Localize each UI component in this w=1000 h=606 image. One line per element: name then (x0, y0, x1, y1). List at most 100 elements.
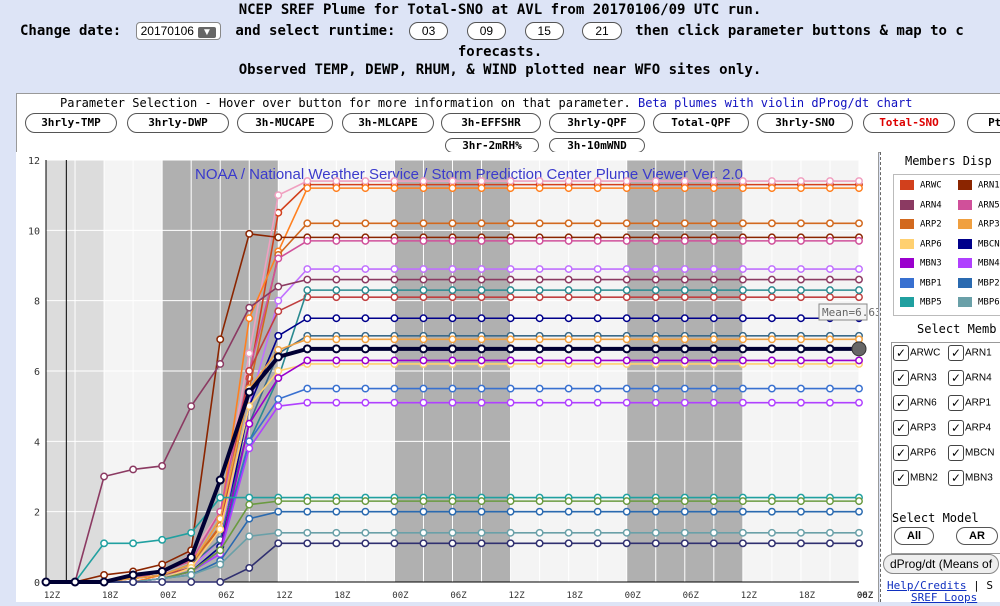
help-credits-link[interactable]: Help/Credits (887, 579, 967, 592)
member-point (390, 184, 399, 193)
member-point (245, 303, 254, 312)
link-separator: | S (973, 579, 993, 592)
member-point (361, 177, 370, 186)
member-point (826, 275, 834, 284)
member-point (593, 293, 602, 302)
member-point (855, 219, 863, 228)
all-button[interactable]: All (894, 527, 935, 545)
member-checkbox[interactable]: ✓ ARN4 (948, 370, 992, 386)
member-point (680, 507, 689, 516)
beta-plumes-link[interactable]: Beta plumes with violin dProg/dt chart (637, 96, 913, 110)
member-point (564, 236, 573, 245)
member-checkbox-label: ARN4 (965, 372, 992, 384)
member-checkbox-label: ARP6 (910, 447, 937, 459)
member-point (535, 497, 544, 506)
member-point (796, 286, 805, 295)
member-point (651, 384, 660, 393)
member-point (303, 275, 312, 284)
param-button-3hrly-tmp[interactable]: 3hrly-TMP (25, 113, 117, 133)
member-point (651, 177, 660, 186)
param-button-total-qpf[interactable]: Total-QPF (653, 113, 749, 133)
member-point (245, 229, 254, 238)
param-button-3hrly-dwp[interactable]: 3hrly-DWP (127, 113, 229, 133)
x-tick-label: 00Z (857, 591, 874, 601)
member-point (564, 539, 573, 548)
member-point (855, 539, 863, 548)
member-point (826, 398, 834, 407)
member-checkbox-label: MBN2 (910, 472, 938, 484)
member-point (448, 398, 457, 407)
member-point (332, 335, 341, 344)
member-point (390, 335, 399, 344)
member-point (767, 507, 776, 516)
chevron-down-icon: ▼ (197, 27, 216, 38)
member-point (564, 219, 573, 228)
member-point (274, 345, 283, 354)
member-checkbox[interactable]: ✓ MBN3 (948, 470, 993, 486)
legend-swatch (958, 258, 972, 268)
member-checkbox[interactable]: ✓ ARN1 (948, 345, 992, 361)
member-point (448, 236, 457, 245)
member-point (390, 177, 399, 186)
member-point (651, 528, 660, 537)
member-point (477, 184, 486, 193)
member-point (419, 265, 428, 273)
member-point (680, 177, 689, 186)
member-point (622, 286, 631, 295)
member-point (274, 233, 283, 242)
legend-item: ARP3 (958, 219, 1000, 230)
member-point (477, 177, 486, 186)
member-checkbox[interactable]: ✓ MBCN (948, 445, 994, 461)
legend-label: MBP2 (978, 278, 1000, 288)
member-point (796, 398, 805, 407)
member-point (419, 335, 428, 344)
member-point (709, 286, 718, 295)
member-point (564, 507, 573, 516)
member-checkbox[interactable]: ✓ ARN3 (893, 370, 937, 386)
member-point (855, 286, 863, 295)
param-button-3hr-2mrh[interactable]: 3hr-2mRH% (445, 138, 539, 153)
member-point (274, 282, 283, 291)
member-point (680, 314, 689, 323)
param-button-3h-10mwnd[interactable]: 3h-10mWND (549, 138, 645, 153)
member-point (477, 286, 486, 295)
member-point (826, 184, 834, 193)
member-checkbox[interactable]: ✓ ARP6 (893, 445, 936, 461)
member-checkbox[interactable]: ✓ ARP4 (948, 420, 991, 436)
param-button-3h-mlcape[interactable]: 3h-MLCAPE (342, 113, 434, 133)
members-display-label: Members Disp (905, 154, 992, 168)
member-point (129, 578, 138, 586)
sref-loops-link[interactable]: SREF Loops (911, 591, 978, 604)
member-checkbox[interactable]: ✓ MBN2 (893, 470, 938, 486)
date-select[interactable]: 20170106 ▼ (135, 22, 221, 40)
param-button-3h-mucape[interactable]: 3h-MUCAPE (237, 113, 333, 133)
member-checkbox[interactable]: ✓ ARP1 (948, 395, 991, 411)
param-button-3h-effshr[interactable]: 3h-EFFSHR (441, 113, 541, 133)
member-point (448, 314, 457, 323)
sidebar: Members Disp ARWC ARN1 ARN4 ARN5 ARP2 ARP3 ARP… (880, 152, 1000, 604)
param-button-pty[interactable]: Pty (967, 113, 1000, 133)
param-button-3hrly-qpf[interactable]: 3hrly-QPF (549, 113, 645, 133)
member-point (709, 219, 718, 228)
runtime-button-09[interactable]: 09 (466, 22, 507, 40)
member-point (303, 528, 312, 537)
mean-point (389, 344, 399, 354)
member-checkbox[interactable]: ✓ ARWC (893, 345, 940, 361)
member-checkbox[interactable]: ✓ ARP3 (893, 420, 936, 436)
member-point (680, 219, 689, 228)
mean-point (448, 344, 457, 354)
ar-button[interactable]: AR (956, 527, 998, 545)
dprog-select[interactable]: dProg/dt (Means of (883, 554, 1000, 574)
param-button-total-sno[interactable]: Total-SNO (863, 113, 955, 133)
runtime-button-03[interactable]: 03 (408, 22, 449, 40)
member-point (622, 398, 631, 407)
param-button-3hrly-sno[interactable]: 3hrly-SNO (757, 113, 853, 133)
member-point (332, 236, 341, 245)
runtime-button-15[interactable]: 15 (524, 22, 564, 40)
runtime-button-21[interactable]: 21 (582, 22, 622, 40)
legend-item: MBP6 (958, 297, 1000, 308)
x-tick-label: 12Z (276, 591, 293, 601)
member-checkbox[interactable]: ✓ ARN6 (893, 395, 937, 411)
legend-label: ARP2 (920, 219, 942, 230)
member-point (361, 184, 370, 193)
